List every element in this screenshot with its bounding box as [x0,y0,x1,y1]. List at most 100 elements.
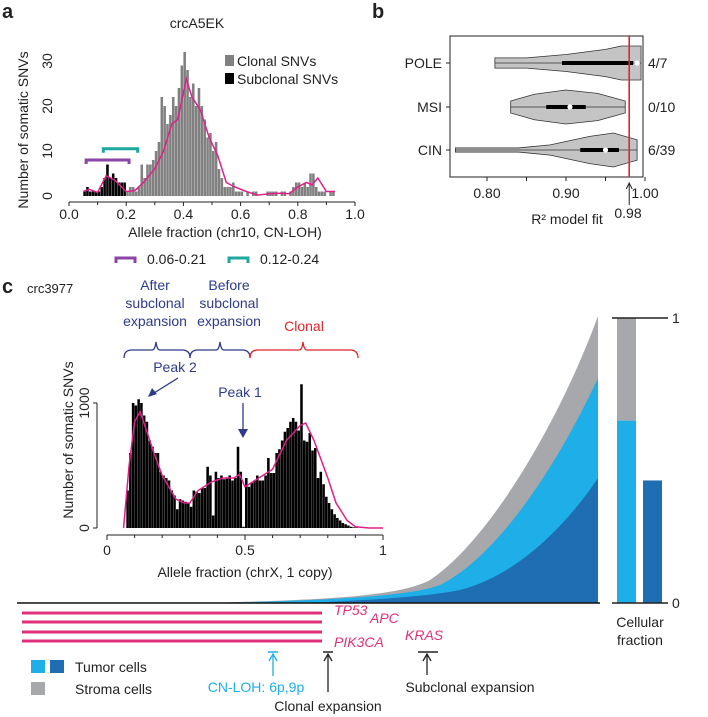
evolution-schematic: TP53 APC KRAS PIK3CA CN-LOH: 6p,9p Clona… [17,316,664,714]
histogram-bar [237,191,241,196]
panel-c-histogram: crc3977 Number of somatic SNVs Allele fr… [27,277,359,580]
histogram-bar [349,526,353,528]
histogram-bar [97,191,101,196]
median-dot [567,104,573,110]
threshold-label: 0.98 [614,205,641,221]
histogram-bar [308,433,312,528]
histogram-bar [253,480,256,528]
y-tick-label: 10 [39,143,55,159]
histogram-bar [183,52,186,196]
histogram-bar [177,88,181,196]
density-curve [83,76,335,196]
histogram-bar [106,164,109,196]
histogram-bar [103,178,106,196]
after-line2: subclonal [125,295,184,311]
histogram-bar [109,178,112,196]
legend-clonal-label: Clonal SNVs [237,53,316,69]
histogram-bar [226,187,229,196]
histogram-bar [100,187,104,196]
legend-range-purple-bracket [114,256,137,263]
histogram-bar [305,441,309,528]
histogram-bar [240,191,244,196]
peak2-arrow [153,377,179,394]
histogram-bar [322,484,325,528]
gene-pik3ca: PIK3CA [334,634,384,650]
histogram-bar [151,446,154,528]
histogram-bar [160,97,164,196]
histogram-bar [254,191,258,196]
panel-label-c: c [2,276,13,298]
clonal-arrowhead [323,652,333,662]
histogram-bar [236,446,240,528]
stroma-area [200,316,598,603]
histogram-bar [292,187,295,196]
gene-apc: APC [369,610,400,626]
histogram-bar [211,515,215,528]
histogram-bar [229,187,232,196]
histogram-bar [173,495,176,528]
histogram-bar [300,384,303,528]
cnloh-arrowhead [268,652,278,662]
legend-stroma-label: Stroma cells [75,681,152,697]
histogram-bar [220,475,223,528]
panel-c-title: crc3977 [27,281,73,296]
histogram-bar [291,418,295,528]
histogram-bar [146,164,149,196]
histogram-bar [111,173,115,196]
histogram-bar [137,399,140,528]
histogram-bar [134,405,138,528]
histogram-bar [157,142,161,196]
histogram-bar [145,421,149,528]
clonal-brace [249,341,359,359]
before-line1: Before [208,277,249,293]
histogram-bar [198,493,201,528]
legend-subclonal-swatch [225,73,234,84]
y-tick-label: 1000 [76,387,92,418]
histogram-bar [333,514,336,528]
bar-stroma [617,318,636,421]
histogram-bar [327,503,331,528]
x-tick-label: 0.0 [59,206,79,222]
histogram-bar [231,480,234,528]
histogram-bar [286,428,289,528]
histogram-bar [297,182,301,196]
histogram-bar [234,191,238,196]
group-count: 0/10 [648,99,675,115]
histogram-bar [228,475,231,528]
after-line3: expansion [123,313,187,329]
histogram-bar [148,440,151,528]
panel-a-title: crcA5EK [170,15,225,31]
subclonal-expansion-label: Subclonal expansion [405,679,534,695]
histogram-bar [256,475,259,528]
histogram-bar [297,430,300,528]
panel-label-b: b [372,1,384,23]
histogram-bar [289,421,292,528]
histogram-bar [302,440,306,528]
histogram-bar [162,475,165,528]
histogram-bar [344,524,347,528]
cellular-fraction-label-1: Cellular [616,614,664,630]
legend-range-teal-bracket [227,256,250,263]
histogram-bar [323,191,327,196]
histogram-bar [189,97,192,196]
median-dot [634,60,640,66]
histogram-bar [217,478,220,528]
histogram-bar [275,453,278,528]
histogram-bar [195,491,198,528]
subclonal-arrowhead [422,652,432,662]
histogram-bar [264,475,267,528]
histogram-bar [325,496,328,528]
histogram-bar [187,503,190,528]
y-tick-label: 1 [672,310,680,326]
histogram-bar [312,173,315,196]
histogram-bar [336,518,339,528]
histogram-bar [200,106,204,196]
peak1-label: Peak 1 [218,384,262,400]
histogram-bar [184,501,187,528]
histogram-bar [83,191,86,196]
histogram-bar [209,133,212,196]
histogram-bar [192,490,196,528]
histogram-bar [261,480,265,528]
histogram-bar [214,142,218,196]
histogram-bar [197,88,201,196]
